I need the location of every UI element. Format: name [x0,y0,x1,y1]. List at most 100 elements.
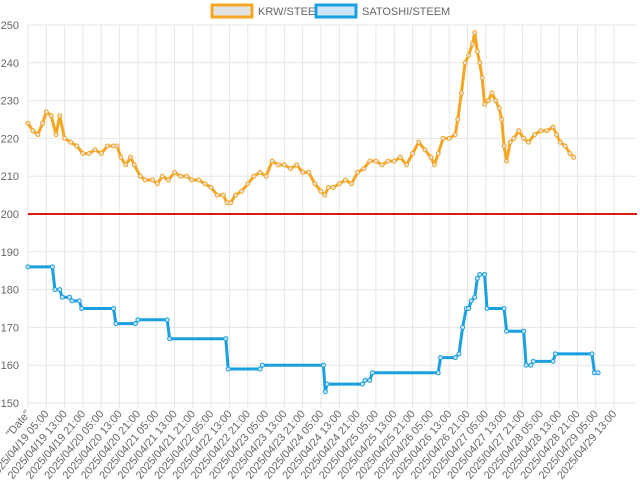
data-point-krw-steem[interactable] [263,173,269,179]
data-point-krw-steem[interactable] [477,60,483,66]
data-point-krw-steem[interactable] [131,162,137,168]
data-point-krw-steem[interactable] [489,90,495,96]
data-point-satoshi-steem[interactable] [501,306,507,311]
data-point-krw-steem[interactable] [43,109,49,115]
data-point-krw-steem[interactable] [318,188,324,194]
data-point-krw-steem[interactable] [214,192,220,198]
data-point-krw-steem[interactable] [233,192,238,198]
data-point-krw-steem[interactable] [462,60,468,66]
data-point-krw-steem[interactable] [385,158,391,164]
data-point-satoshi-steem[interactable] [52,287,58,293]
data-point-krw-steem[interactable] [57,113,63,119]
data-point-krw-steem[interactable] [342,177,348,183]
data-point-satoshi-steem[interactable] [435,370,441,376]
data-point-krw-steem[interactable] [68,139,74,145]
data-point-krw-steem[interactable] [184,173,190,179]
data-point-satoshi-steem[interactable] [504,328,510,334]
data-point-krw-steem[interactable] [532,132,538,138]
data-point-satoshi-steem[interactable] [552,351,558,357]
data-point-satoshi-steem[interactable] [324,381,330,387]
data-point-krw-steem[interactable] [172,169,177,175]
data-point-satoshi-steem[interactable] [456,351,462,357]
data-point-satoshi-steem[interactable] [550,358,556,364]
data-point-krw-steem[interactable] [493,98,499,104]
data-point-krw-steem[interactable] [507,139,513,145]
data-point-krw-steem[interactable] [245,181,251,187]
data-point-krw-steem[interactable] [499,117,505,122]
data-point-krw-steem[interactable] [114,143,120,149]
data-point-satoshi-steem[interactable] [59,294,65,300]
data-point-satoshi-steem[interactable] [460,324,466,330]
data-point-krw-steem[interactable] [479,75,485,81]
data-point-satoshi-steem[interactable] [257,366,263,372]
data-point-krw-steem[interactable] [391,158,397,164]
data-point-krw-steem[interactable] [30,128,36,134]
data-point-krw-steem[interactable] [472,30,478,36]
data-point-satoshi-steem[interactable] [57,287,63,293]
data-point-krw-steem[interactable] [404,162,409,168]
data-point-krw-steem[interactable] [208,185,214,190]
data-point-krw-steem[interactable] [35,132,41,138]
data-point-satoshi-steem[interactable] [468,298,474,304]
data-point-satoshi-steem[interactable] [322,389,328,395]
legend-swatch-satoshi-steem[interactable] [314,3,358,19]
data-point-krw-steem[interactable] [150,177,155,183]
data-point-krw-steem[interactable] [325,185,331,190]
data-point-krw-steem[interactable] [422,147,428,153]
data-point-krw-steem[interactable] [189,177,195,183]
data-point-krw-steem[interactable] [62,135,68,141]
data-point-krw-steem[interactable] [269,158,275,164]
data-point-krw-steem[interactable] [53,132,59,138]
data-point-satoshi-steem[interactable] [452,355,458,361]
data-point-satoshi-steem[interactable] [164,317,170,323]
data-point-krw-steem[interactable] [154,181,160,187]
data-point-krw-steem[interactable] [355,169,361,175]
data-point-satoshi-steem[interactable] [25,264,31,270]
data-point-satoshi-steem[interactable] [484,306,490,311]
data-point-krw-steem[interactable] [482,101,488,107]
data-point-krw-steem[interactable] [196,177,202,183]
data-point-satoshi-steem[interactable] [477,272,483,277]
data-point-satoshi-steem[interactable] [225,366,231,372]
data-point-satoshi-steem[interactable] [438,355,444,361]
data-point-krw-steem[interactable] [257,169,263,175]
data-point-krw-steem[interactable] [557,139,563,145]
data-point-krw-steem[interactable] [137,173,143,179]
data-point-krw-steem[interactable] [275,162,281,168]
data-point-krw-steem[interactable] [142,177,148,183]
data-point-krw-steem[interactable] [330,185,336,190]
data-point-krw-steem[interactable] [458,90,464,96]
data-point-satoshi-steem[interactable] [523,362,529,368]
data-point-satoshi-steem[interactable] [79,306,85,311]
data-point-krw-steem[interactable] [521,135,527,141]
data-point-krw-steem[interactable] [361,166,367,172]
data-point-satoshi-steem[interactable] [472,294,478,300]
data-point-krw-steem[interactable] [25,120,31,126]
data-point-krw-steem[interactable] [98,151,104,156]
data-point-krw-steem[interactable] [526,139,531,145]
data-point-satoshi-steem[interactable] [528,362,534,368]
data-point-krw-steem[interactable] [220,192,226,198]
data-point-satoshi-steem[interactable] [167,336,173,342]
data-point-krw-steem[interactable] [466,52,472,58]
data-point-satoshi-steem[interactable] [67,294,72,300]
data-point-krw-steem[interactable] [288,166,293,172]
data-point-satoshi-steem[interactable] [362,377,368,383]
data-point-satoshi-steem[interactable] [595,370,601,376]
data-point-krw-steem[interactable] [516,128,522,134]
data-point-krw-steem[interactable] [474,49,480,54]
data-point-krw-steem[interactable] [440,135,446,141]
legend-swatch-krw-steem[interactable] [210,3,254,19]
data-point-krw-steem[interactable] [251,173,257,179]
data-point-krw-steem[interactable] [86,151,92,156]
data-point-krw-steem[interactable] [178,173,184,179]
data-point-krw-steem[interactable] [410,151,416,156]
data-point-krw-steem[interactable] [446,135,452,141]
data-point-krw-steem[interactable] [397,154,403,160]
data-point-krw-steem[interactable] [469,41,475,47]
data-point-krw-steem[interactable] [567,151,573,156]
data-point-krw-steem[interactable] [300,169,306,175]
data-point-krw-steem[interactable] [435,151,441,156]
data-point-satoshi-steem[interactable] [113,321,119,327]
data-point-satoshi-steem[interactable] [474,275,480,281]
